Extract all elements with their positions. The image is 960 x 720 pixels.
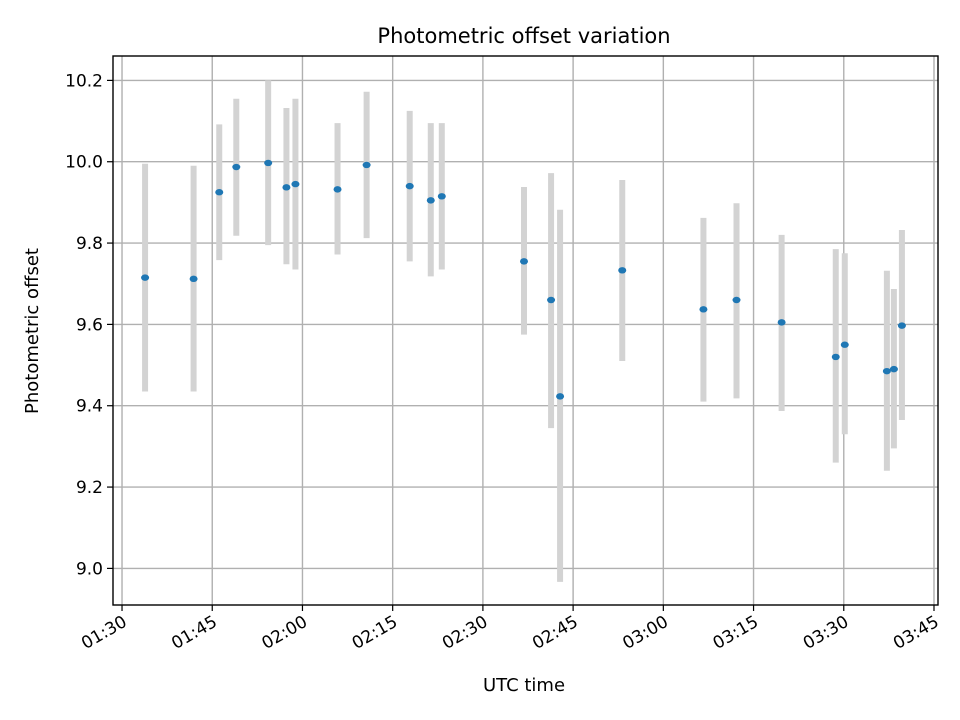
data-point xyxy=(362,161,371,169)
y-axis: 9.0 9.2 9.4 9.6 9.8 10.0 10.2 xyxy=(65,71,113,579)
y-tick-label: 9.6 xyxy=(76,315,103,335)
data-point xyxy=(699,306,708,313)
data-point xyxy=(405,182,414,190)
data-point xyxy=(777,319,786,326)
data-point xyxy=(618,267,627,274)
data-point xyxy=(215,189,224,196)
data-point xyxy=(333,186,342,193)
plot-frame xyxy=(112,55,939,606)
data-point xyxy=(897,322,906,329)
data-point xyxy=(889,365,898,373)
data-point xyxy=(732,296,741,304)
y-tick-label: 9.2 xyxy=(76,478,103,498)
data-point xyxy=(882,367,891,375)
data-point xyxy=(232,163,241,171)
y-tick-label: 9.0 xyxy=(76,559,103,579)
data-point xyxy=(840,341,849,348)
data-point xyxy=(141,274,150,281)
data-point xyxy=(426,197,435,204)
data-point xyxy=(291,180,300,188)
x-axis-title: UTC time xyxy=(483,675,565,696)
data-points xyxy=(141,159,906,400)
y-tick-label: 9.8 xyxy=(76,234,103,254)
data-point xyxy=(282,184,291,191)
y-tick-label: 10.2 xyxy=(65,71,103,91)
y-tick-label: 9.4 xyxy=(76,397,103,417)
y-tick-label: 10.0 xyxy=(65,153,103,173)
data-point xyxy=(831,353,840,361)
chart-title: Photometric offset variation xyxy=(377,24,670,48)
data-point xyxy=(519,258,528,265)
data-point xyxy=(556,393,565,400)
data-point xyxy=(264,159,273,167)
y-axis-title: Photometric offset xyxy=(22,248,43,414)
data-point xyxy=(547,296,556,304)
data-point xyxy=(437,193,446,200)
data-point xyxy=(189,275,198,283)
